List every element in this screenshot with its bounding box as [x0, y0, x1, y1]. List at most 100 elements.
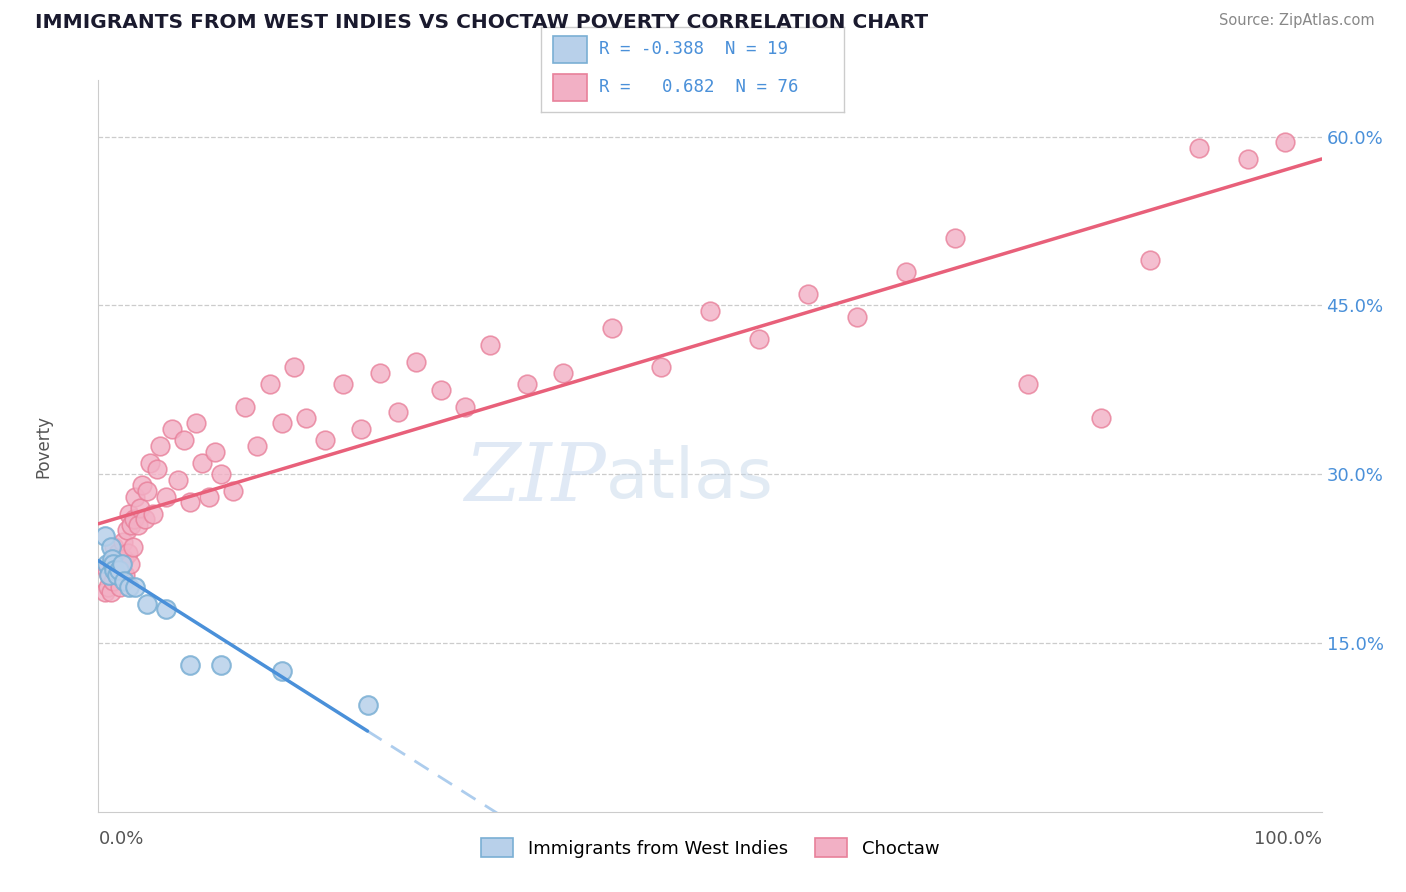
Point — [112, 574, 135, 588]
Point — [314, 434, 336, 448]
Point — [186, 417, 208, 431]
Point — [117, 546, 139, 560]
Point — [134, 512, 156, 526]
Point — [121, 541, 143, 555]
Point — [179, 495, 201, 509]
Point — [478, 337, 501, 351]
Point — [222, 483, 245, 498]
Point — [107, 546, 129, 560]
Point — [356, 698, 378, 712]
Point — [167, 473, 190, 487]
Point — [108, 563, 131, 577]
Point — [127, 517, 149, 532]
Point — [139, 456, 162, 470]
Point — [246, 439, 269, 453]
Point — [101, 574, 124, 588]
Legend: Immigrants from West Indies, Choctaw: Immigrants from West Indies, Choctaw — [481, 838, 939, 857]
Point — [122, 512, 145, 526]
Text: R = -0.388  N = 19: R = -0.388 N = 19 — [599, 40, 787, 58]
Point — [197, 490, 219, 504]
Point — [350, 422, 373, 436]
Point — [105, 568, 128, 582]
Point — [101, 557, 124, 571]
Point — [553, 366, 575, 380]
Point — [118, 580, 141, 594]
Point — [1139, 253, 1161, 268]
Point — [454, 400, 477, 414]
Point — [93, 529, 115, 543]
Text: 100.0%: 100.0% — [1254, 830, 1322, 848]
Point — [120, 517, 142, 532]
Point — [108, 557, 131, 571]
Point — [105, 568, 128, 582]
Point — [209, 658, 232, 673]
Point — [100, 541, 122, 555]
Point — [209, 467, 232, 482]
Point — [146, 461, 169, 475]
Point — [405, 354, 427, 368]
Point — [103, 563, 125, 577]
Point — [101, 557, 124, 571]
Point — [98, 568, 121, 582]
Point — [943, 231, 966, 245]
Point — [160, 422, 183, 436]
Point — [97, 580, 120, 594]
Point — [142, 507, 165, 521]
Text: IMMIGRANTS FROM WEST INDIES VS CHOCTAW POVERTY CORRELATION CHART: IMMIGRANTS FROM WEST INDIES VS CHOCTAW P… — [35, 13, 928, 32]
Point — [112, 551, 135, 566]
Text: Poverty: Poverty — [34, 415, 52, 477]
Point — [845, 310, 868, 324]
Point — [270, 664, 294, 678]
FancyBboxPatch shape — [554, 36, 586, 63]
Point — [111, 534, 134, 549]
Point — [699, 304, 721, 318]
Point — [894, 264, 917, 278]
Point — [124, 580, 146, 594]
Point — [600, 321, 623, 335]
Point — [115, 524, 138, 538]
Point — [120, 557, 142, 571]
Point — [1017, 377, 1039, 392]
Point — [283, 360, 305, 375]
Point — [129, 500, 152, 515]
Point — [270, 417, 294, 431]
Point — [101, 551, 124, 566]
FancyBboxPatch shape — [554, 74, 586, 102]
Text: R =   0.682  N = 76: R = 0.682 N = 76 — [599, 78, 799, 96]
Point — [114, 568, 136, 582]
Text: 0.0%: 0.0% — [98, 830, 143, 848]
Point — [1237, 152, 1260, 166]
Point — [1090, 410, 1112, 425]
Point — [100, 585, 122, 599]
Point — [173, 434, 195, 448]
Point — [98, 568, 121, 582]
Point — [748, 332, 770, 346]
Point — [149, 439, 172, 453]
Point — [204, 444, 226, 458]
Point — [179, 658, 201, 673]
Point — [155, 602, 177, 616]
Point — [295, 410, 318, 425]
Point — [111, 563, 134, 577]
Point — [650, 360, 672, 375]
Point — [515, 377, 537, 392]
Point — [118, 507, 141, 521]
Text: ZIP: ZIP — [464, 440, 606, 517]
Point — [332, 377, 354, 392]
Point — [233, 400, 256, 414]
Point — [387, 405, 409, 419]
Point — [136, 597, 159, 611]
Point — [111, 557, 134, 571]
Point — [96, 563, 118, 577]
Point — [368, 366, 391, 380]
Point — [259, 377, 281, 392]
Point — [191, 456, 214, 470]
Point — [1274, 135, 1296, 149]
Point — [103, 541, 125, 555]
Point — [110, 580, 132, 594]
Point — [124, 490, 146, 504]
Point — [155, 490, 177, 504]
Point — [131, 478, 153, 492]
Point — [96, 557, 118, 571]
Point — [1188, 141, 1211, 155]
